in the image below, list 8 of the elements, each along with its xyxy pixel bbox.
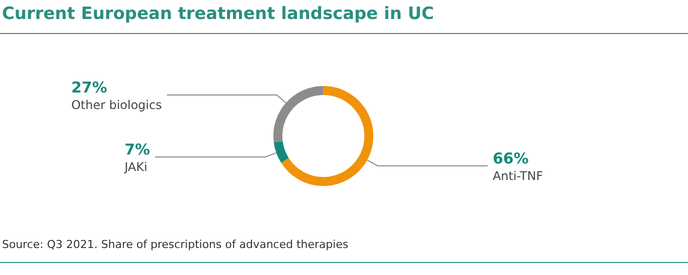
data-label: 27%: [71, 78, 108, 96]
slice-label: JAKi: [124, 160, 148, 174]
slice-label: Anti-TNF: [492, 168, 544, 183]
data-label: 7%: [124, 140, 150, 158]
slice-label: Other biologics: [71, 98, 162, 112]
source-note: Source: Q3 2021. Share of prescriptions of advanced therapies: [2, 238, 348, 251]
data-label: 66%: [492, 149, 529, 168]
chart-title: Current European treatment landscape in UC: [2, 4, 434, 24]
